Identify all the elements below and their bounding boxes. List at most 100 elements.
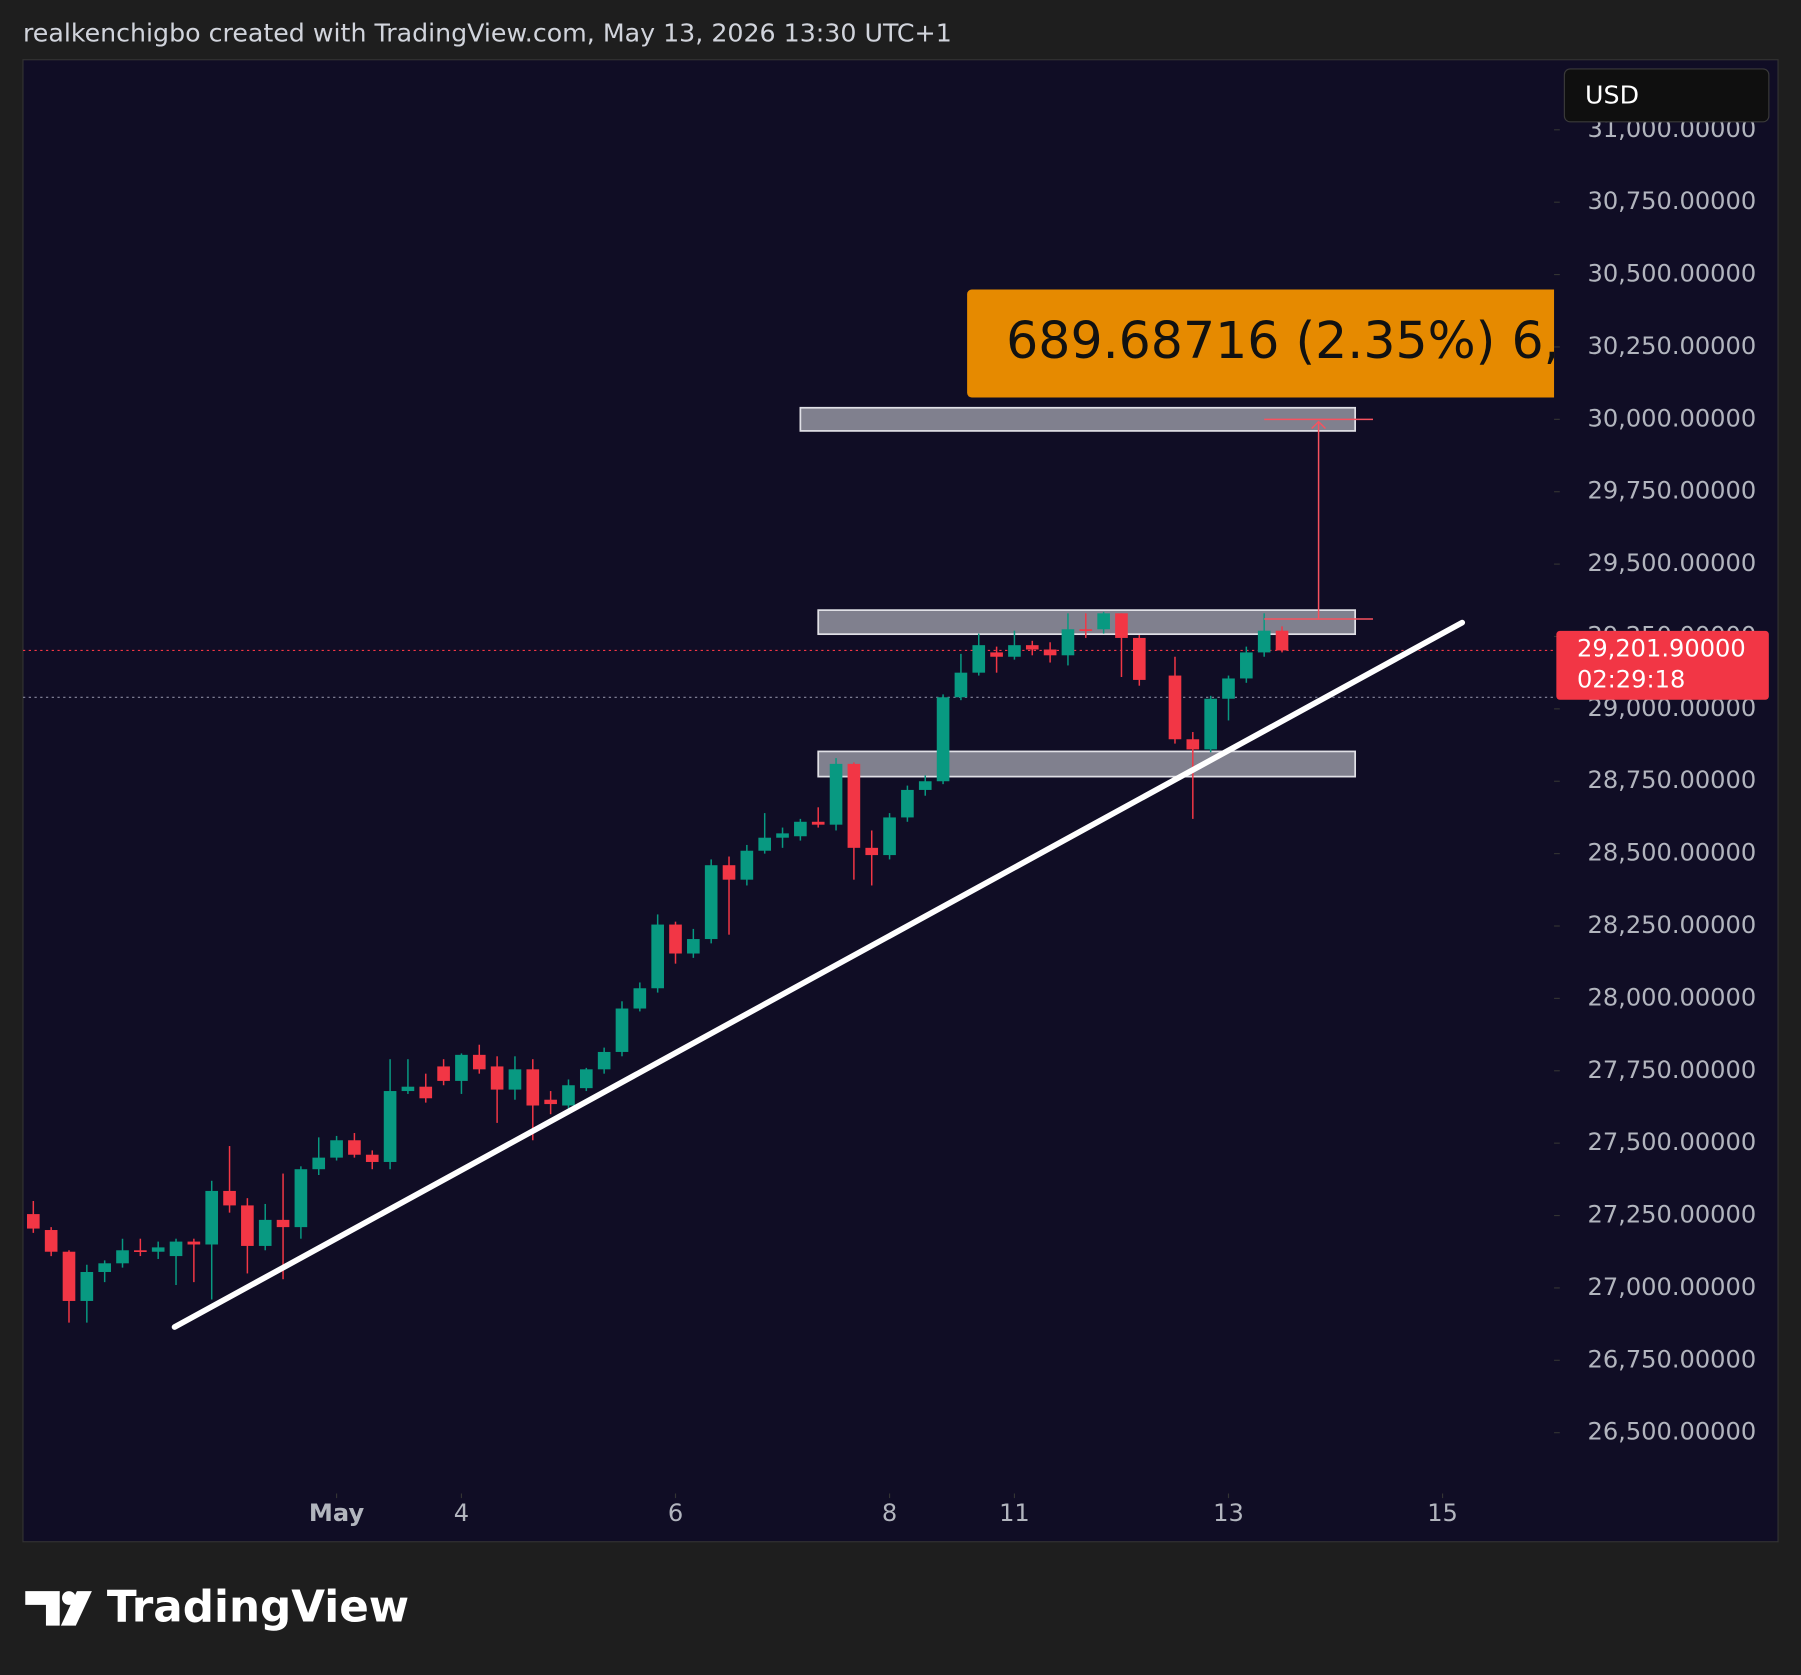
y-tick-label: 28,750.00000 <box>1588 766 1757 794</box>
candle-body <box>151 1247 165 1252</box>
candle-body <box>954 672 968 698</box>
measure-label-box <box>967 289 1555 398</box>
candle-body <box>651 924 664 989</box>
x-tick-label: 8 <box>882 1499 897 1527</box>
candle-body <box>348 1140 361 1155</box>
candle-body <box>80 1271 94 1301</box>
candle-body <box>1025 645 1039 650</box>
currency-box <box>1563 68 1770 123</box>
y-tick-label: 29,750.00000 <box>1588 477 1757 505</box>
y-tick-label: 28,250.00000 <box>1588 911 1757 939</box>
candle-body <box>883 817 896 856</box>
candle-body <box>972 645 986 673</box>
x-tick-label: May <box>309 1499 365 1527</box>
x-tick-label: 6 <box>668 1499 683 1527</box>
candle-body <box>1079 629 1093 631</box>
candle-body <box>633 988 647 1009</box>
y-tick-label: 27,250.00000 <box>1588 1201 1757 1229</box>
candle-body <box>437 1066 450 1081</box>
candle-body <box>740 850 754 880</box>
candle-body <box>98 1263 111 1272</box>
candle-body <box>1257 630 1271 653</box>
candle-body <box>1168 675 1182 740</box>
candle-body <box>401 1086 415 1092</box>
candle-body <box>490 1066 504 1090</box>
candle-body <box>205 1190 219 1245</box>
candle-body <box>794 821 807 837</box>
candle-body <box>1240 652 1253 679</box>
candle-body <box>669 924 682 954</box>
candle-body <box>508 1069 522 1090</box>
y-tick-label: 27,750.00000 <box>1588 1056 1757 1084</box>
candle-body <box>27 1214 40 1229</box>
brand: TradingView <box>107 1582 409 1633</box>
candle-body <box>1204 698 1217 750</box>
candle-body <box>169 1241 183 1257</box>
candle-body <box>829 763 843 825</box>
plot-layer: 689.68716 (2.35%) 6,8 <box>22 289 1592 1330</box>
y-tick-label: 30,000.00000 <box>1588 404 1757 432</box>
x-tick-label: 13 <box>1213 1499 1244 1527</box>
candle-body <box>562 1085 575 1106</box>
last-price-label: 29,201.90000 <box>1577 634 1746 662</box>
x-tick-label: 15 <box>1427 1499 1458 1527</box>
candle-body <box>1222 678 1235 699</box>
candle-body <box>1061 629 1075 656</box>
y-tick-label: 27,500.00000 <box>1588 1128 1757 1156</box>
measure-arrowhead <box>1311 420 1326 430</box>
candle-body <box>579 1069 593 1089</box>
candle-body <box>811 821 825 825</box>
candle-body <box>134 1250 147 1253</box>
candle-body <box>62 1251 76 1301</box>
y-tick-label: 30,750.00000 <box>1588 187 1757 215</box>
candle-body <box>865 847 879 856</box>
candle-body <box>918 781 932 790</box>
plot-area <box>22 59 1779 1543</box>
candle-body <box>294 1169 308 1228</box>
y-tick-label: 28,000.00000 <box>1588 983 1757 1011</box>
candle-body <box>223 1190 236 1206</box>
candle-body <box>901 789 914 818</box>
candle-body <box>1097 613 1110 630</box>
candle-body <box>383 1091 397 1162</box>
footer-logo: TradingView <box>25 1582 409 1633</box>
candle-body <box>365 1154 379 1162</box>
candle-body <box>44 1230 58 1252</box>
candle-body <box>419 1086 433 1099</box>
measure-label: 689.68716 (2.35%) 6,8 <box>1006 311 1592 370</box>
candle-body <box>936 697 950 782</box>
trendline <box>171 619 1466 1330</box>
candle-body <box>1186 739 1200 750</box>
candle-body <box>615 1008 629 1052</box>
candle-body <box>116 1250 129 1264</box>
overlay-layer: 29,201.90000 02:29:18 USD <box>1556 68 1770 700</box>
x-tick-label: 11 <box>999 1499 1030 1527</box>
candle-body <box>472 1054 486 1070</box>
candle-body <box>1115 613 1128 638</box>
candle-body <box>847 763 861 848</box>
y-tick-label: 26,500.00000 <box>1588 1418 1757 1446</box>
y-tick-label: 29,500.00000 <box>1588 549 1757 577</box>
zone <box>817 750 1357 778</box>
candle-body <box>758 837 772 851</box>
currency: USD <box>1585 81 1639 110</box>
last-price-box <box>1556 630 1769 700</box>
candle-body <box>276 1219 290 1228</box>
y-tick-label: 30,250.00000 <box>1588 332 1757 360</box>
candle-body <box>1132 637 1146 680</box>
candle-body <box>1008 645 1021 657</box>
countdown: 02:29:18 <box>1577 665 1685 693</box>
candle-body <box>776 833 789 838</box>
x-tick-label: 4 <box>454 1499 469 1527</box>
candle-body <box>687 939 700 954</box>
candle-body <box>704 865 718 940</box>
y-tick-label: 28,500.00000 <box>1588 839 1757 867</box>
header: realkenchigbo created with TradingView.c… <box>23 18 952 47</box>
logo-icon <box>25 1591 60 1626</box>
candle-body <box>722 865 736 880</box>
candle-body <box>187 1241 201 1245</box>
candle-body <box>990 652 1003 657</box>
candle-body <box>258 1219 272 1246</box>
candle-body <box>544 1099 557 1105</box>
